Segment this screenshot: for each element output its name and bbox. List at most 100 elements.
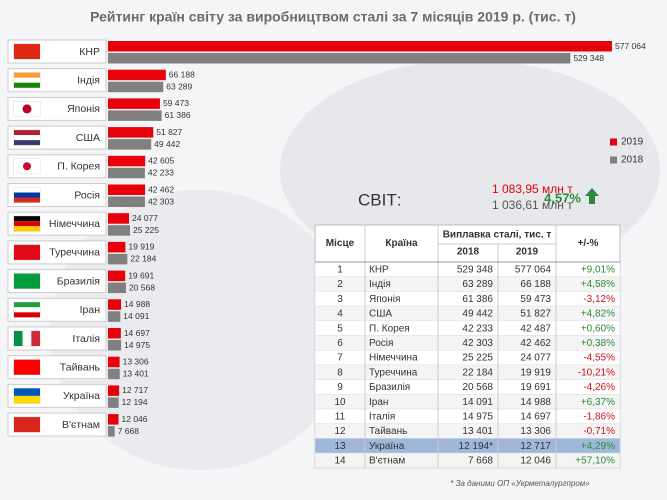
- value-label: 25 225: [133, 225, 159, 235]
- flag: [14, 197, 40, 203]
- value-label: 19 919: [128, 242, 154, 252]
- table-cell: -0,71%: [583, 426, 615, 437]
- category-label: США: [76, 132, 100, 144]
- value-label: 13 401: [123, 368, 149, 378]
- flag: [14, 359, 40, 375]
- table-cell: +4,58%: [581, 279, 615, 290]
- bar: [108, 225, 131, 236]
- table: Місце Країна Виплавка сталі, тис. т 2018 201…: [314, 224, 621, 469]
- table-cell: +6,37%: [581, 397, 615, 408]
- value-label: 7 668: [118, 426, 140, 436]
- category-label: Тайвань: [60, 361, 101, 373]
- table-cell: 66 188: [520, 279, 551, 290]
- category-label: П. Корея: [57, 161, 100, 173]
- value-label: 49 442: [154, 139, 180, 149]
- flag: [14, 417, 40, 433]
- table-cell: 9: [337, 382, 343, 393]
- flag: [14, 244, 40, 260]
- table-cell: 63 289: [462, 279, 493, 290]
- flag: [14, 82, 40, 88]
- flag: [14, 130, 40, 136]
- bar: [108, 241, 126, 253]
- flag: [14, 216, 40, 222]
- value-label: 12 046: [122, 414, 148, 424]
- category-label: Італія: [72, 333, 100, 345]
- table-cell: П. Корея: [369, 323, 410, 334]
- footnote: * За даними ОП «Укрметалургпром»: [450, 479, 590, 488]
- table-cell: 13 401: [462, 426, 493, 437]
- table-cell: 20 568: [462, 382, 493, 393]
- table-cell: 42 487: [520, 323, 551, 334]
- legend-swatch: [610, 138, 617, 146]
- up-arrow: [585, 188, 599, 204]
- table-cell: 42 303: [462, 338, 493, 349]
- table-cell: КНР: [369, 264, 389, 275]
- category-label: Туреччина: [49, 247, 100, 259]
- table-cell: 24 077: [520, 353, 551, 364]
- table-cell: -1,86%: [583, 411, 615, 422]
- table-cell: -3,12%: [583, 294, 615, 305]
- category-label: Україна: [63, 390, 100, 402]
- table-cell: 13: [334, 441, 346, 452]
- bar: [108, 426, 115, 437]
- value-label: 51 827: [156, 127, 182, 137]
- table-cell: 12: [334, 426, 346, 437]
- value-label: 529 348: [573, 53, 604, 63]
- table-cell: 22 184: [462, 367, 493, 378]
- flag: [31, 331, 40, 346]
- bar: [108, 196, 145, 207]
- summary-label: СВІТ:: [358, 190, 401, 209]
- bar: [108, 127, 154, 138]
- table-cell: США: [369, 309, 392, 320]
- table-cell: 12 717: [520, 441, 551, 452]
- table-header: Виплавка сталі, тис. т: [443, 230, 552, 241]
- flag: [14, 44, 40, 59]
- value-label: 14 975: [124, 340, 150, 350]
- flag: [14, 388, 40, 396]
- bar: [108, 53, 571, 64]
- value-label: 42 462: [148, 184, 174, 194]
- table-cell: 14: [334, 456, 346, 467]
- value-label: 12 194: [122, 397, 148, 407]
- table-cell: -10,21%: [578, 367, 615, 378]
- bar: [108, 41, 612, 52]
- bar: [108, 139, 152, 150]
- table-cell: 13 306: [520, 426, 551, 437]
- flag: [14, 72, 40, 78]
- table-header: Місце: [326, 238, 355, 249]
- table-cell: Індія: [369, 279, 391, 290]
- bar: [108, 270, 126, 282]
- bar: [108, 167, 145, 179]
- table-cell: 4: [337, 309, 343, 320]
- flag: [22, 104, 32, 114]
- value-label: 42 605: [148, 156, 174, 166]
- table-cell: 12 194*: [459, 441, 494, 452]
- bar: [108, 184, 146, 195]
- flag: [14, 302, 40, 308]
- legend-label: 2018: [621, 155, 644, 166]
- value-label: 42 233: [148, 168, 174, 178]
- flag: [14, 140, 40, 146]
- value-label: 577 064: [615, 41, 646, 51]
- flag: [22, 331, 32, 346]
- value-label: 61 386: [165, 110, 191, 120]
- table-cell: 11: [335, 411, 346, 422]
- table-cell: 25 225: [462, 353, 493, 364]
- table-cell: 49 442: [462, 309, 493, 320]
- table-cell: Іран: [369, 397, 388, 408]
- bar: [108, 328, 121, 339]
- table-cell: Росія: [369, 338, 393, 349]
- table-header: +/-%: [578, 238, 599, 249]
- bar: [108, 311, 121, 322]
- table-cell: Бразилія: [369, 382, 410, 393]
- value-label: 24 077: [132, 213, 158, 223]
- table-header: Країна: [385, 238, 418, 249]
- table-cell: 8: [337, 367, 343, 378]
- table-cell: 59 473: [520, 294, 551, 305]
- category-label: Індія: [77, 74, 100, 86]
- table-cell: Україна: [369, 441, 405, 452]
- table-cell: +9,01%: [581, 264, 615, 275]
- table-cell: 42 462: [520, 338, 551, 349]
- table-cell: Німеччина: [369, 353, 418, 364]
- legend-swatch: [610, 156, 617, 164]
